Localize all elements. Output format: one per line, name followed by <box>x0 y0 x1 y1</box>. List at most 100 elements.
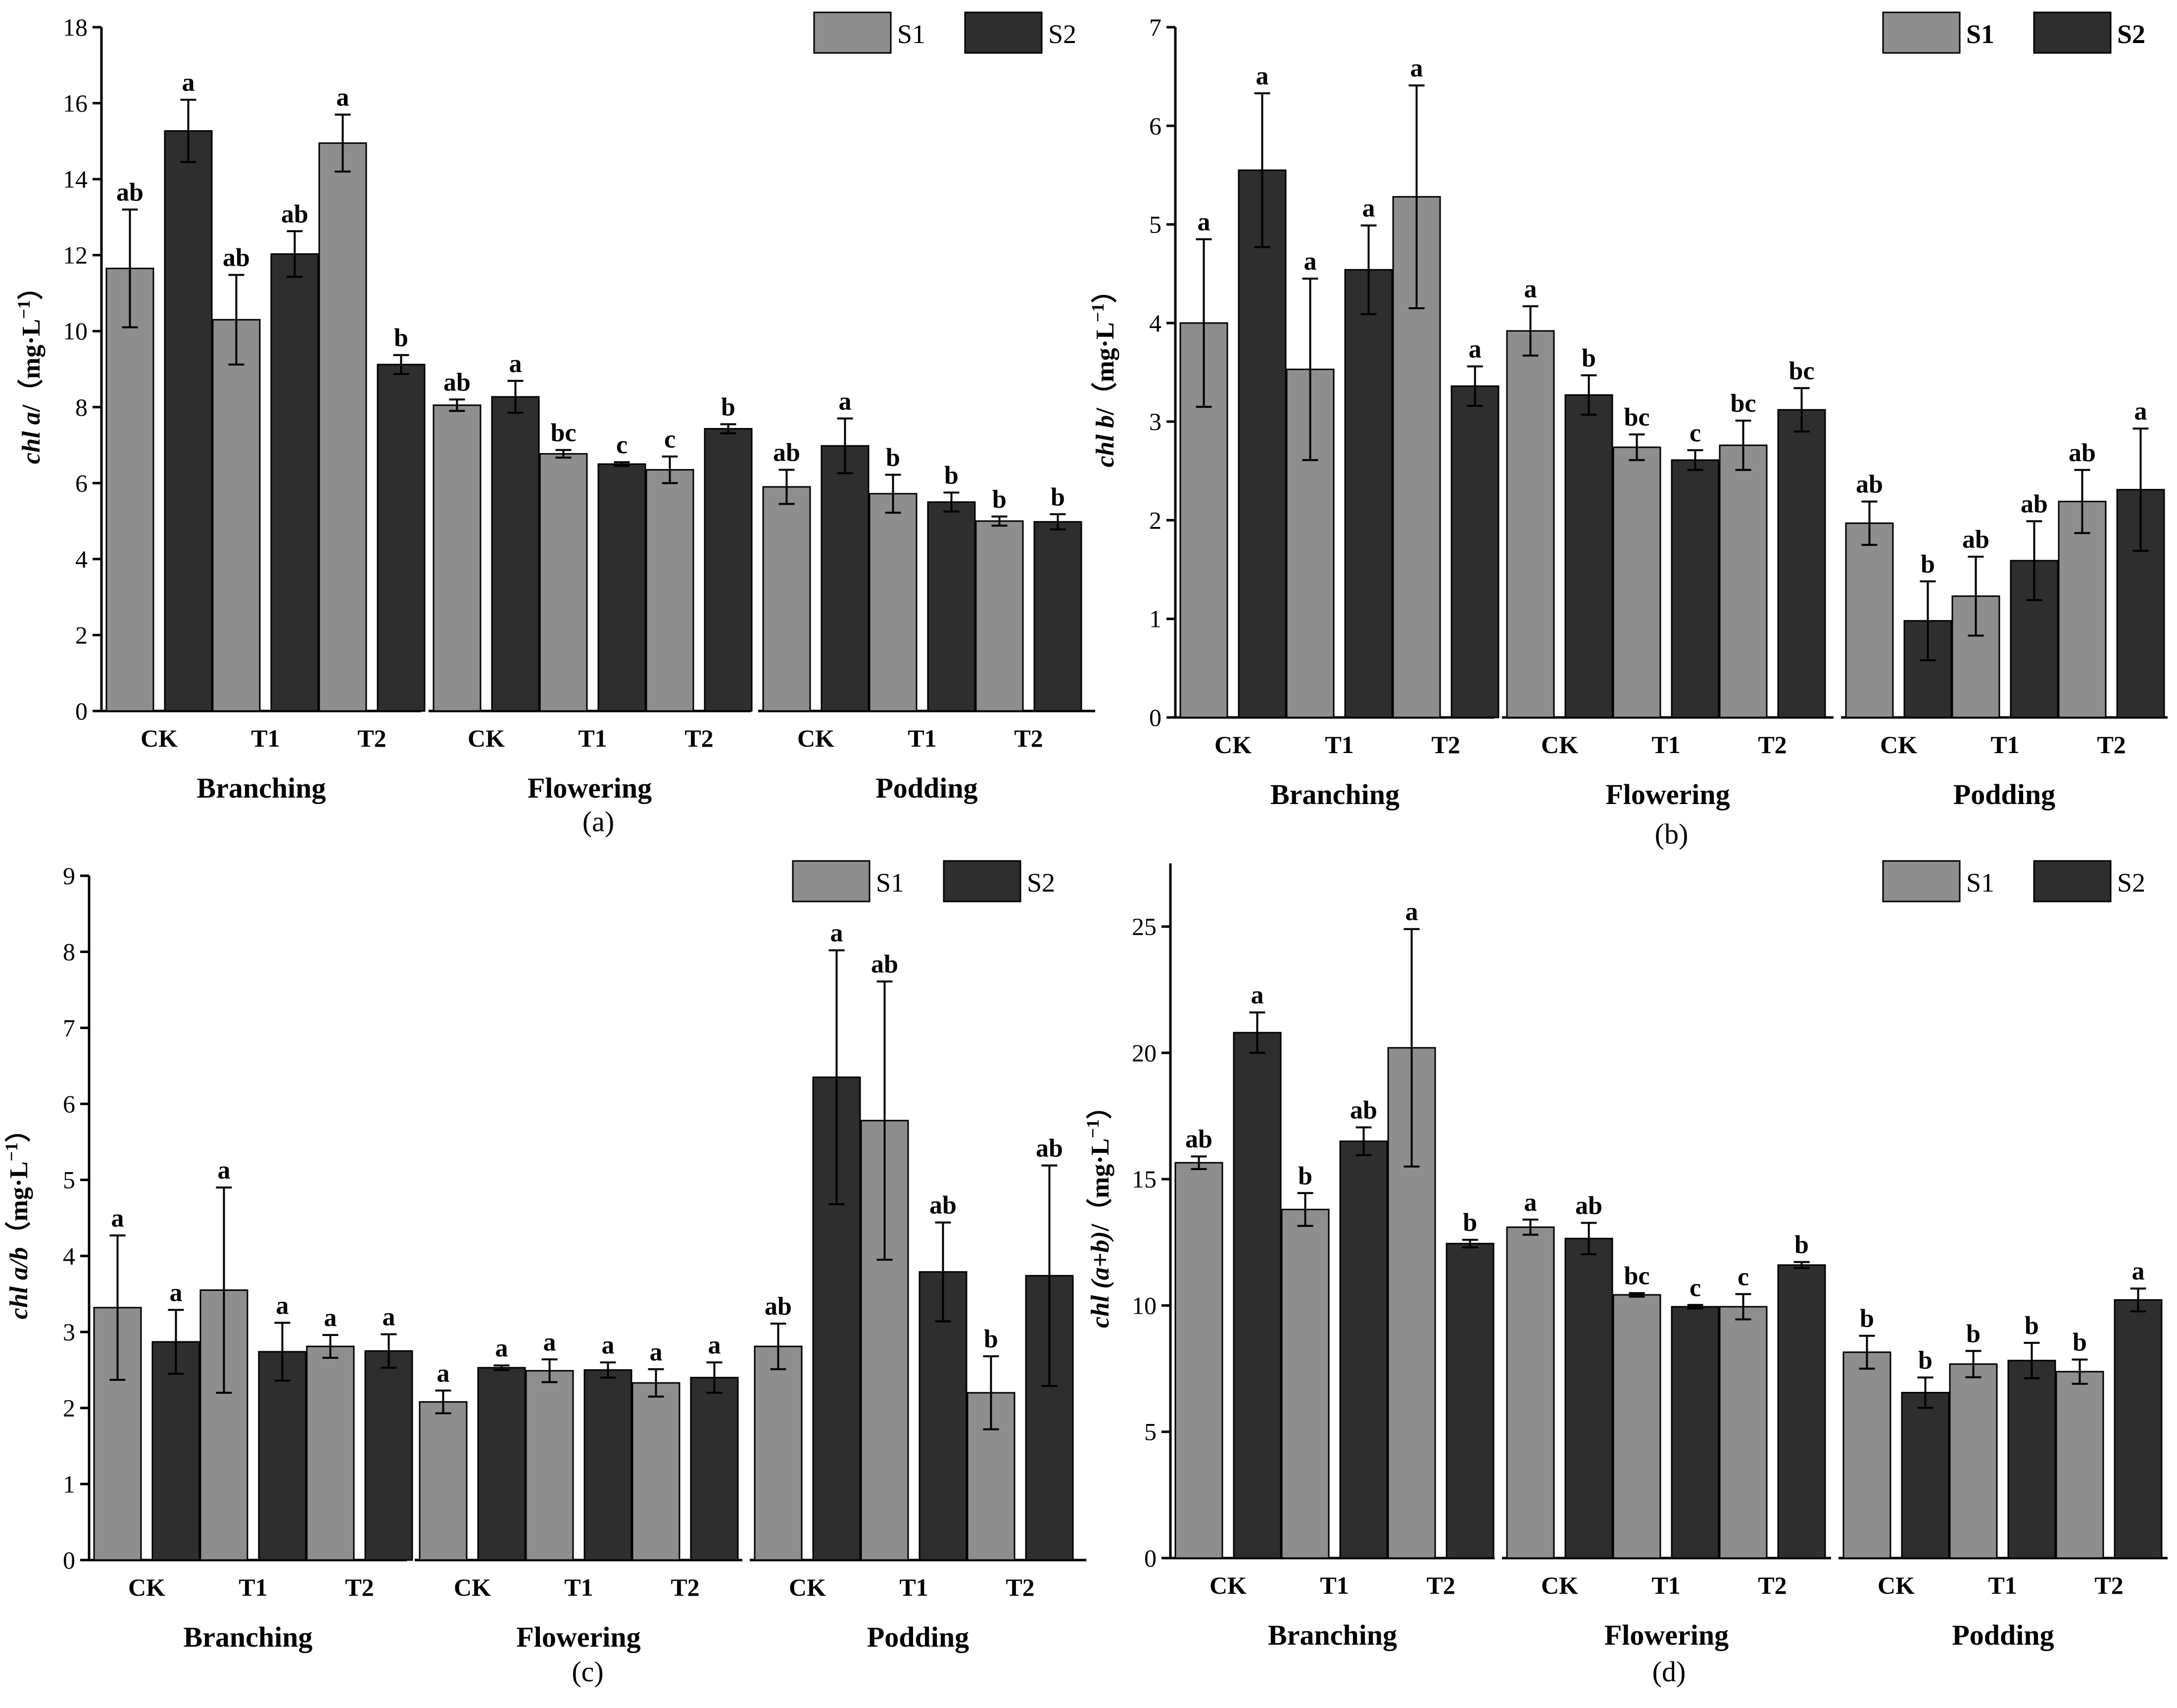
significance-label: a <box>1362 194 1375 223</box>
category-label: T1 <box>239 1573 267 1601</box>
bar-b-S1-Flowering-T2 <box>1719 444 1768 718</box>
category-label: T1 <box>1990 731 2019 759</box>
significance-label: a <box>1251 981 1264 1009</box>
category-label: CK <box>1214 731 1252 759</box>
bar-d-S1-Flowering-T1 <box>1612 1294 1661 1559</box>
significance-label: a <box>543 1328 556 1356</box>
chart-panel-c: 0 1 2 3 4 5 6 7 8 9 chl a/b（mg·L−1） a a CK a a T1 a a T2 Bra… <box>1 860 1086 1688</box>
significance-label: a <box>383 1303 395 1331</box>
significance-label: a <box>437 1359 450 1387</box>
significance-label: a <box>1469 335 1482 364</box>
significance-label: b <box>984 1325 998 1353</box>
significance-label: b <box>886 443 900 472</box>
bar-a-S2-Podding-CK <box>821 445 870 712</box>
significance-label: b <box>1298 1162 1312 1190</box>
y-tick-label: 7 <box>63 1014 75 1042</box>
legend-label-S1: S1 <box>1966 19 1994 49</box>
significance-label: bc <box>1624 403 1650 431</box>
bar-c-S1-Flowering-T2 <box>631 1382 680 1561</box>
significance-label: b <box>721 393 735 421</box>
significance-label: a <box>2132 1257 2145 1285</box>
significance-label: ab <box>765 1292 792 1321</box>
bar-a-S2-Podding-T2 <box>1033 521 1082 712</box>
y-tick-label: 1 <box>1149 605 1161 633</box>
bar-b-S1-Podding-CK <box>1845 522 1894 718</box>
bar-d-S2-Podding-CK <box>1901 1392 1950 1559</box>
category-label: T2 <box>2094 1571 2123 1599</box>
group-label: Flowering <box>528 772 652 804</box>
significance-label: ab <box>1856 471 1883 499</box>
bar-d-S1-Podding-T2 <box>2055 1371 2104 1559</box>
y-tick-label: 5 <box>1144 1418 1157 1446</box>
bar-d-S1-Podding-T1 <box>1949 1363 1998 1559</box>
y-axis-label-exp: −1 <box>1083 1119 1103 1139</box>
significance-label: bc <box>1624 1262 1650 1290</box>
significance-label: a <box>1410 54 1423 83</box>
y-axis-label-var: chl a <box>17 412 46 464</box>
significance-label: a <box>1256 62 1269 91</box>
y-axis-label-close: ） <box>17 274 46 300</box>
significance-label: ab <box>1575 1192 1602 1220</box>
bar-b-S2-Branching-T2 <box>1451 385 1500 718</box>
y-tick-label: 25 <box>1132 913 1157 941</box>
bar-d-S1-Branching-CK <box>1174 1162 1223 1559</box>
bar-a-S2-Flowering-CK <box>491 396 540 712</box>
bar-a-S2-Podding-T1 <box>927 501 976 712</box>
bar-c-S1-Branching-T2 <box>306 1345 355 1561</box>
significance-label: ab <box>281 200 308 228</box>
y-tick-label: 8 <box>63 938 75 966</box>
y-tick-label: 16 <box>63 90 88 117</box>
bar-c-S2-Branching-CK <box>151 1341 200 1561</box>
group-label: Branching <box>183 1621 312 1653</box>
bar-a-S2-Flowering-T2 <box>704 428 753 712</box>
y-axis-label-close: ） <box>1091 278 1119 303</box>
y-tick-label: 4 <box>75 545 88 573</box>
category-label: T1 <box>578 724 607 752</box>
bar-c-S2-Flowering-CK <box>477 1367 526 1561</box>
significance-label: bc <box>1789 357 1815 385</box>
category-label: CK <box>128 1573 165 1601</box>
significance-label: b <box>2025 1312 2039 1340</box>
panel-subtitle: (d) <box>1652 1656 1686 1688</box>
y-tick-label: 1 <box>63 1470 75 1498</box>
category-label: T2 <box>1014 724 1043 752</box>
significance-label: a <box>182 69 195 97</box>
y-axis-label-exp: −1 <box>1 1142 21 1162</box>
bar-a-S2-Branching-T1 <box>270 253 319 712</box>
significance-label: a <box>324 1304 337 1332</box>
bar-a-S2-Branching-T2 <box>377 364 426 712</box>
category-label: T1 <box>908 724 936 752</box>
y-tick-label: 6 <box>75 469 88 497</box>
y-axis-label-var: chl b <box>1091 415 1119 467</box>
group-label: Branching <box>196 772 326 804</box>
legend-swatch-S1 <box>1882 860 1961 902</box>
y-tick-label: 15 <box>1132 1165 1157 1193</box>
category-label: T2 <box>357 724 386 752</box>
bar-a-S1-Branching-CK <box>105 268 154 712</box>
significance-label: a <box>111 1204 124 1233</box>
significance-label: ab <box>2021 490 2048 518</box>
significance-label: ab <box>1962 525 1989 554</box>
group-label: Podding <box>867 1621 969 1653</box>
significance-label: a <box>218 1156 231 1185</box>
group-label: Flowering <box>516 1621 640 1653</box>
significance-label: c <box>664 426 676 454</box>
significance-label: ab <box>773 438 800 467</box>
category-label: CK <box>1209 1571 1247 1599</box>
y-tick-label: 8 <box>75 393 88 421</box>
legend: S1 S2 <box>813 11 1076 54</box>
y-tick-label: 20 <box>1132 1039 1157 1067</box>
significance-label: a <box>830 919 843 948</box>
bar-b-S2-Flowering-T2 <box>1777 409 1826 718</box>
significance-label: a <box>1405 898 1418 926</box>
category-label: CK <box>468 724 505 752</box>
y-tick-label: 6 <box>63 1090 75 1118</box>
y-tick-label: 0 <box>1149 704 1161 731</box>
category-label: T1 <box>1651 1571 1680 1599</box>
legend: S1 S2 <box>1882 11 2145 54</box>
category-label: T2 <box>684 724 713 752</box>
y-axis-label: chl a/（mg·L−1） <box>14 274 46 464</box>
category-label: CK <box>1541 1571 1578 1599</box>
y-tick-label: 0 <box>63 1546 75 1574</box>
y-tick-label: 10 <box>1132 1291 1157 1319</box>
